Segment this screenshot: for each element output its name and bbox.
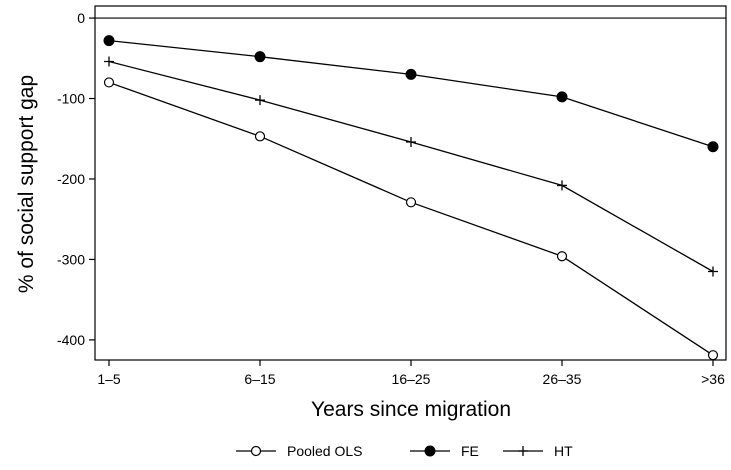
data-point-fe: [707, 141, 719, 153]
data-point-fe: [103, 35, 115, 47]
data-point-ht: [557, 180, 567, 191]
legend-label: HT: [554, 443, 573, 459]
data-point-fe: [556, 91, 568, 103]
y-tick-label: 0: [77, 10, 85, 26]
data-point-pooled-ols: [707, 350, 719, 361]
legend-item-ht: HT: [503, 443, 573, 459]
y-tick-label: -400: [57, 332, 85, 348]
series-line-ht: [108, 60, 714, 273]
x-tick-label: 16–25: [392, 371, 431, 387]
data-point-pooled-ols: [556, 251, 568, 262]
legend: Pooled OLS FE HT: [236, 443, 573, 459]
data-point-ht: [708, 266, 718, 277]
x-axis-title: Years since migration: [311, 398, 511, 421]
plot-area: [94, 5, 727, 361]
legend-marker: [424, 445, 436, 457]
x-tick-label: 6–15: [244, 371, 275, 387]
data-point-pooled-ols: [254, 131, 266, 142]
legend-label: FE: [461, 443, 479, 459]
y-axis: 0 -100 -200 -300 -400: [57, 10, 95, 348]
data-point-ht: [406, 136, 416, 147]
legend-marker: [250, 445, 262, 457]
x-tick-label: 26–35: [543, 371, 582, 387]
series-line-pooled-ols: [108, 81, 714, 356]
data-point-ht: [104, 56, 114, 67]
x-axis: 1–5 6–15 16–25 26–35 >36: [97, 360, 725, 387]
y-tick-label: -100: [57, 91, 85, 107]
y-axis-title: % of social support gap: [15, 75, 38, 293]
series-pooled-ols: [103, 77, 719, 361]
x-tick-label: >36: [701, 371, 725, 387]
data-point-fe: [254, 51, 266, 63]
series-line-fe: [108, 39, 714, 148]
series-ht: [104, 56, 718, 277]
legend-item-fe: FE: [410, 443, 479, 459]
plot-frame: [94, 5, 727, 361]
x-tick-label: 1–5: [97, 371, 121, 387]
legend-marker: [518, 446, 528, 456]
y-tick-label: -200: [57, 171, 85, 187]
series-layer: [103, 35, 719, 361]
data-point-pooled-ols: [103, 77, 115, 88]
legend-item-pooled-ols: Pooled OLS: [236, 443, 363, 459]
y-tick-label: -300: [57, 251, 85, 267]
legend-label: Pooled OLS: [287, 443, 363, 459]
data-point-fe: [405, 68, 417, 80]
data-point-pooled-ols: [405, 197, 417, 208]
series-fe: [103, 35, 719, 153]
data-point-ht: [255, 95, 265, 106]
